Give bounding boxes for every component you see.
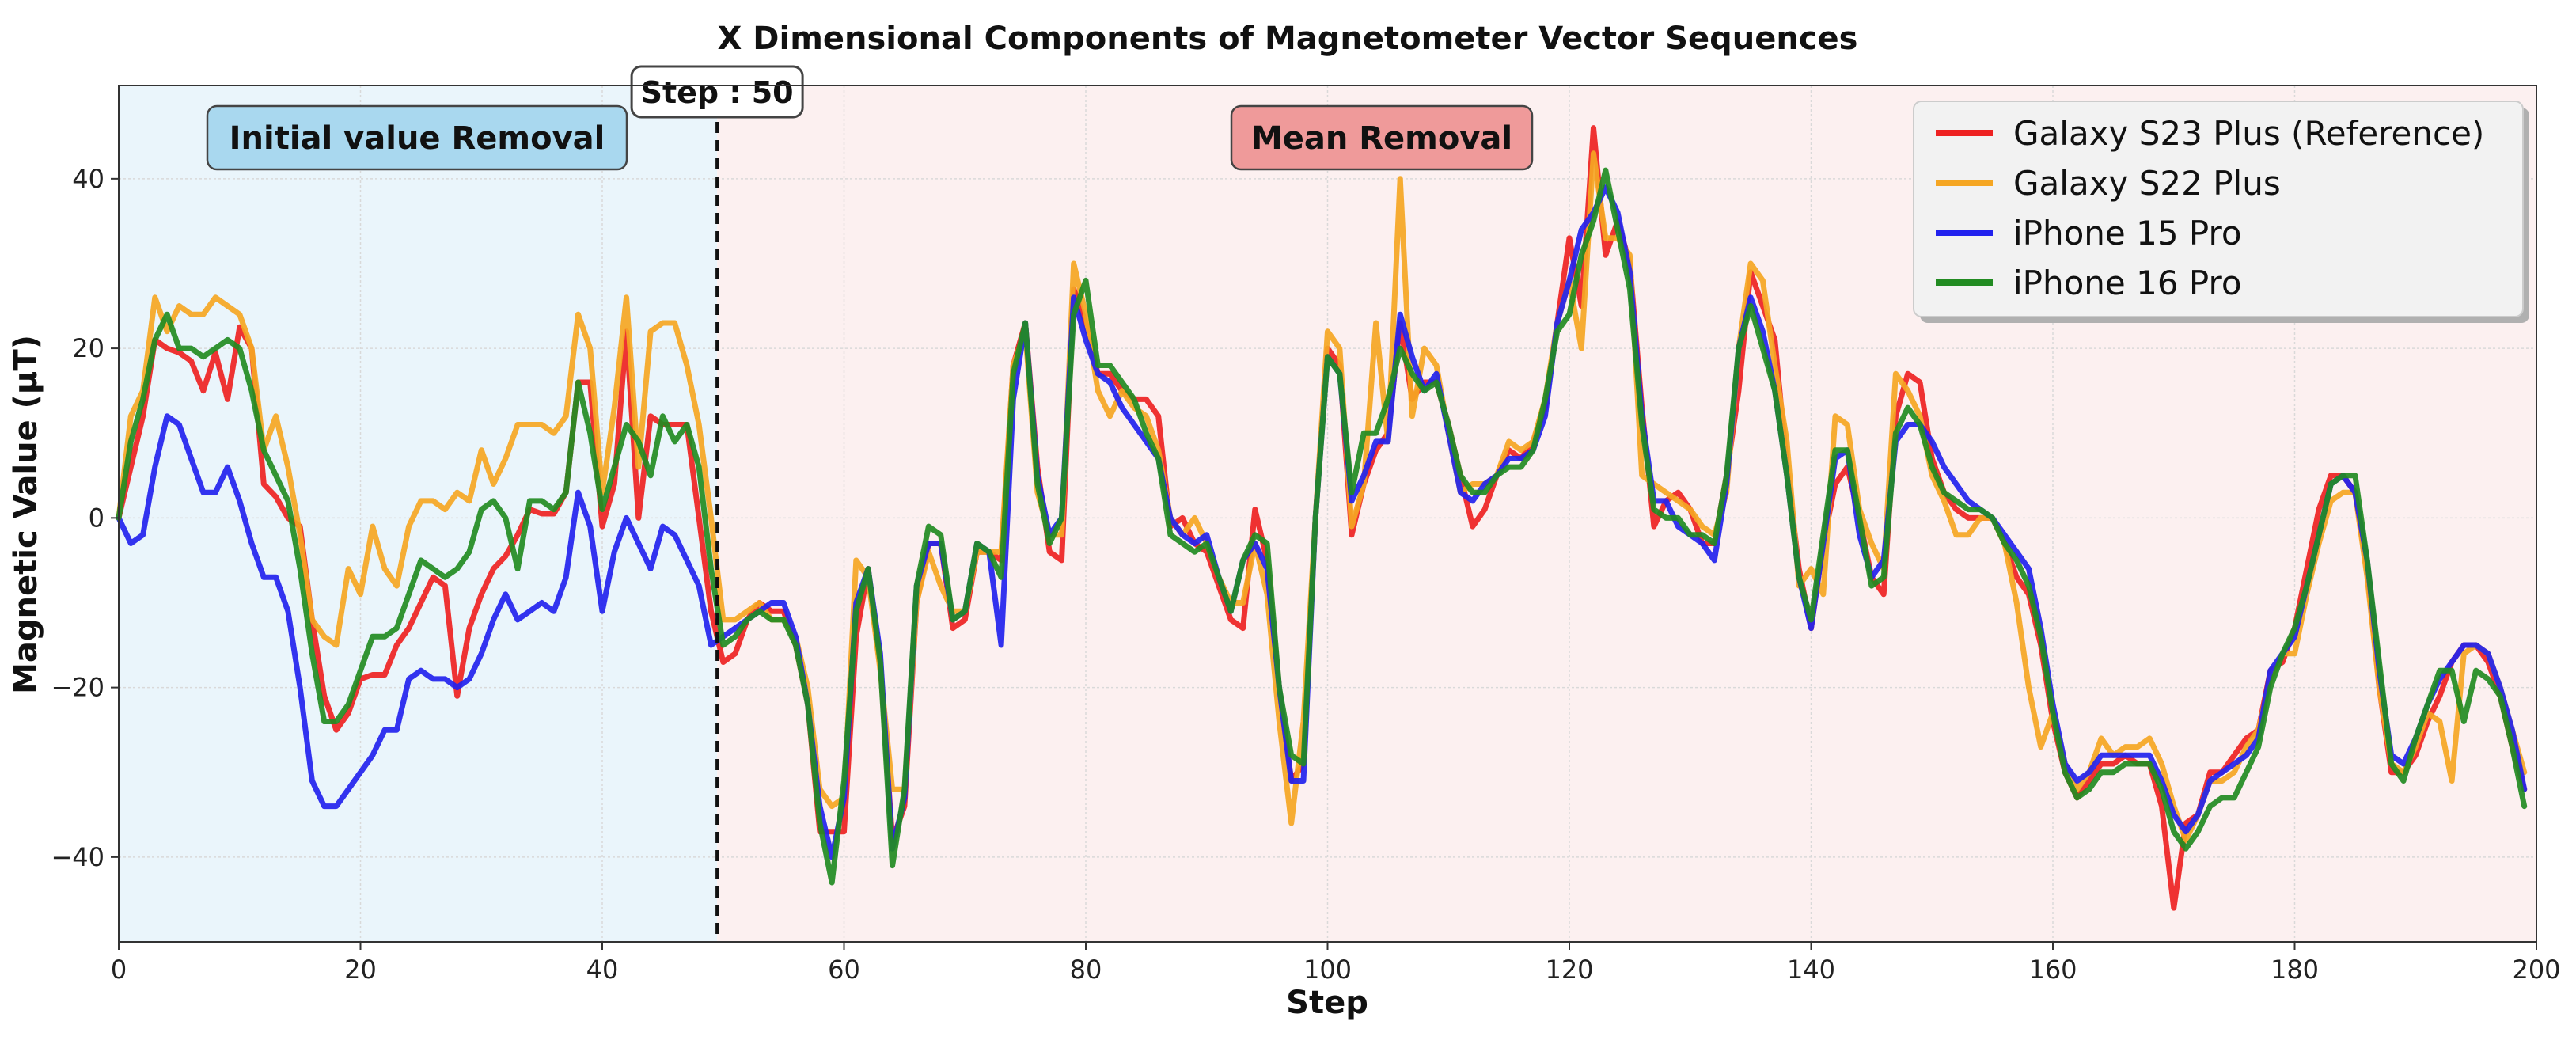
y-tick-label-40: 40: [72, 164, 104, 194]
region-label-1: Initial value Removal: [230, 120, 605, 157]
x-tick-label-200: 200: [2512, 955, 2560, 985]
series-line-4: [116, 167, 2528, 886]
y-axis-label: Magnetic Value (μT): [8, 335, 44, 694]
x-tick-label-0: 0: [111, 955, 127, 985]
step-marker-box: [630, 65, 804, 119]
region-label-box-1: [206, 104, 628, 171]
x-tick-label-120: 120: [1545, 955, 1593, 985]
x-tick-label-140: 140: [1787, 955, 1835, 985]
x-tick-label-100: 100: [1303, 955, 1352, 985]
region-labels-layer: Initial value Removal Mean Removal: [206, 104, 1534, 171]
legend-label-4: iPhone 16 Pro: [2013, 264, 2242, 302]
marker-layer: Step : 50: [630, 65, 804, 942]
region-label-box-2: [1230, 104, 1534, 171]
x-tick-label-60: 60: [828, 955, 860, 985]
legend-label-2: Galaxy S22 Plus: [2013, 164, 2281, 203]
legend-box: [1913, 101, 2524, 317]
chart-title: X Dimensional Components of Magnetometer…: [718, 21, 1858, 57]
x-tick-label-80: 80: [1070, 955, 1102, 985]
series-layer: [116, 125, 2528, 911]
ticks-layer: 0 20 40 60 80 100 120 140 160 180 200 −40 −20 0 20 40: [51, 164, 2560, 985]
legend-label-3: iPhone 15 Pro: [2013, 214, 2242, 252]
legend: Galaxy S23 Plus (Reference) Galaxy S22 Pl…: [1913, 101, 2529, 323]
x-tick-label-160: 160: [2028, 955, 2077, 985]
region-label-2: Mean Removal: [1251, 120, 1512, 157]
x-tick-label-180: 180: [2271, 955, 2319, 985]
step-marker-label: Step : 50: [641, 75, 794, 110]
x-tick-label-20: 20: [344, 955, 377, 985]
y-tick-label-0: 0: [89, 503, 104, 533]
y-tick-label--20: −20: [51, 673, 104, 703]
x-axis-label: Step: [1286, 985, 1368, 1021]
legend-label-1: Galaxy S23 Plus (Reference): [2013, 114, 2484, 153]
y-tick-label--40: −40: [51, 842, 104, 872]
x-tick-label-40: 40: [586, 955, 619, 985]
y-tick-label-20: 20: [72, 333, 104, 363]
